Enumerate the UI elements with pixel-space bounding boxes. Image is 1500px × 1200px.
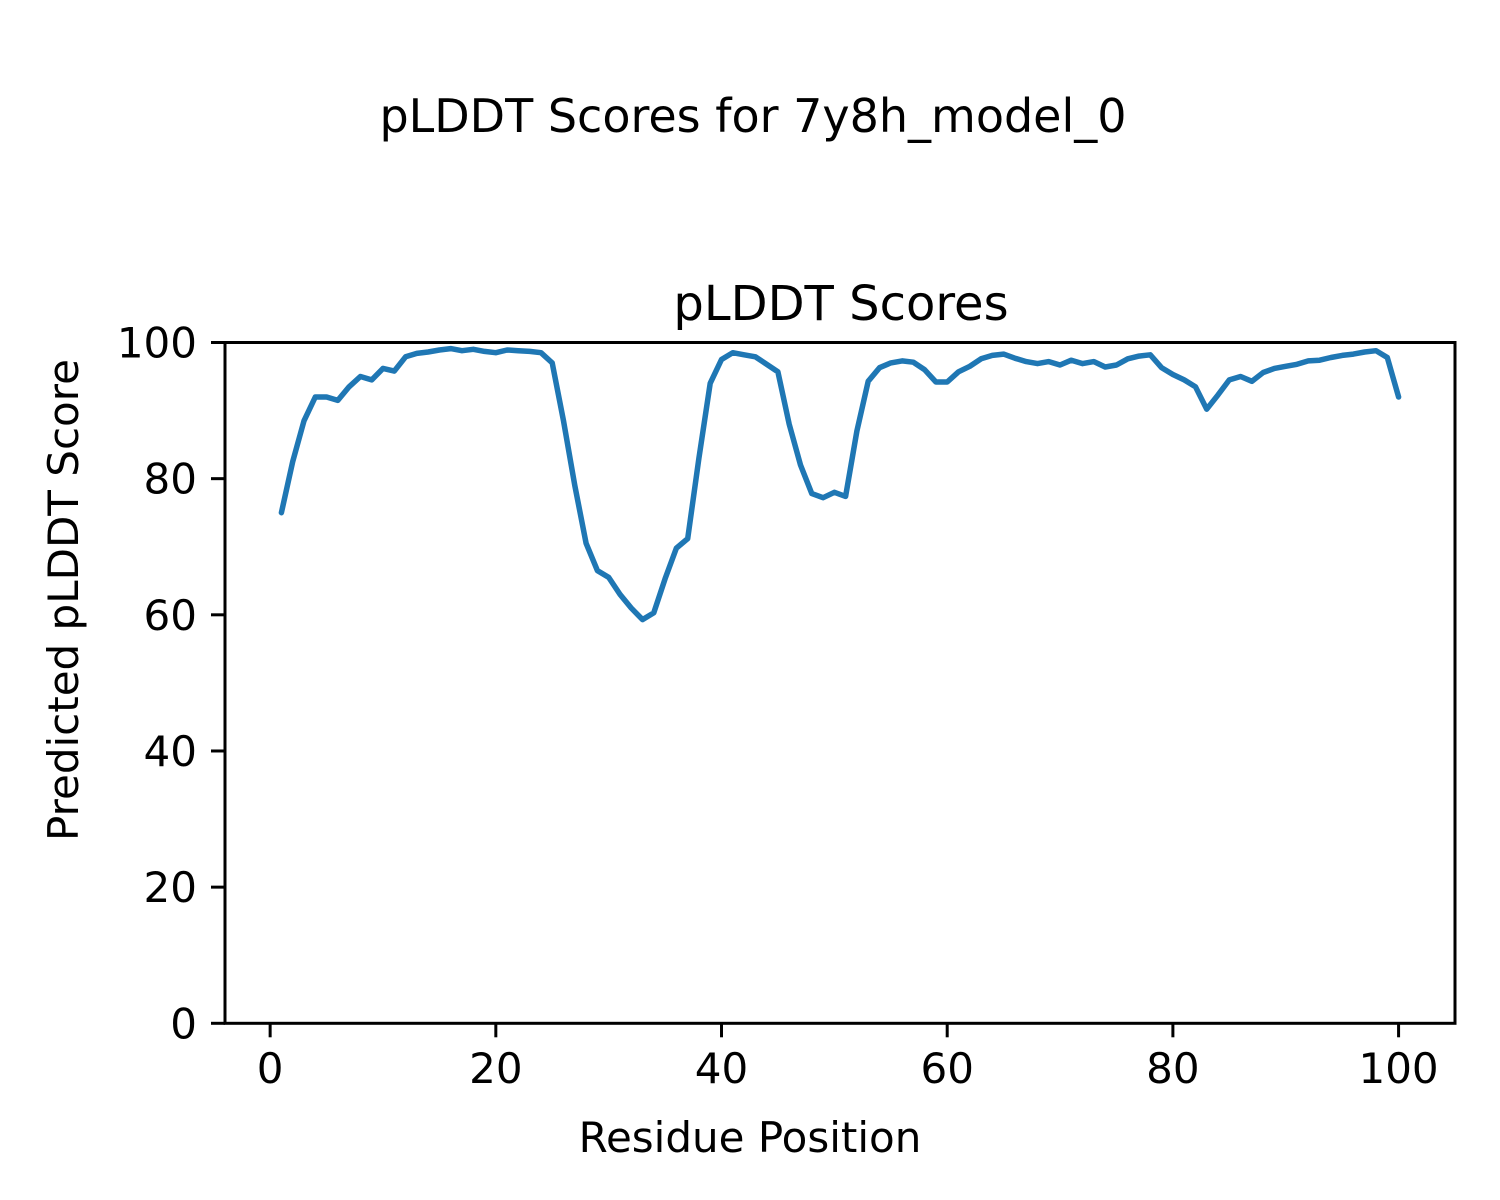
axes-frame	[223, 341, 1457, 1025]
axes-title: pLDDT Scores	[673, 276, 1008, 332]
y-tick-label-100: 100	[117, 319, 197, 368]
x-tick-label-100: 100	[1358, 1044, 1438, 1093]
figure-suptitle: pLDDT Scores for 7y8h_model_0	[379, 89, 1126, 143]
x-tick-label-40: 40	[695, 1044, 748, 1093]
x-tick-label-60: 60	[920, 1044, 973, 1093]
axis-ticks: 0 20 40 60 80 100 0 20 40 60 80 100	[117, 319, 1439, 1094]
y-tick-label-20: 20	[144, 863, 197, 912]
y-tick-label-80: 80	[144, 455, 197, 504]
x-tick-label-80: 80	[1146, 1044, 1199, 1093]
y-tick-label-40: 40	[144, 727, 197, 776]
x-axis-label: Residue Position	[579, 1113, 922, 1162]
x-tick-label-0: 0	[257, 1044, 284, 1093]
y-tick-label-0: 0	[170, 999, 197, 1048]
series-pLDDT	[278, 345, 1402, 623]
plddt-line-series	[278, 345, 1402, 623]
y-axis-label: Predicted pLDDT Score	[39, 359, 88, 841]
y-tick-label-60: 60	[144, 591, 197, 640]
x-tick-label-20: 20	[469, 1044, 522, 1093]
